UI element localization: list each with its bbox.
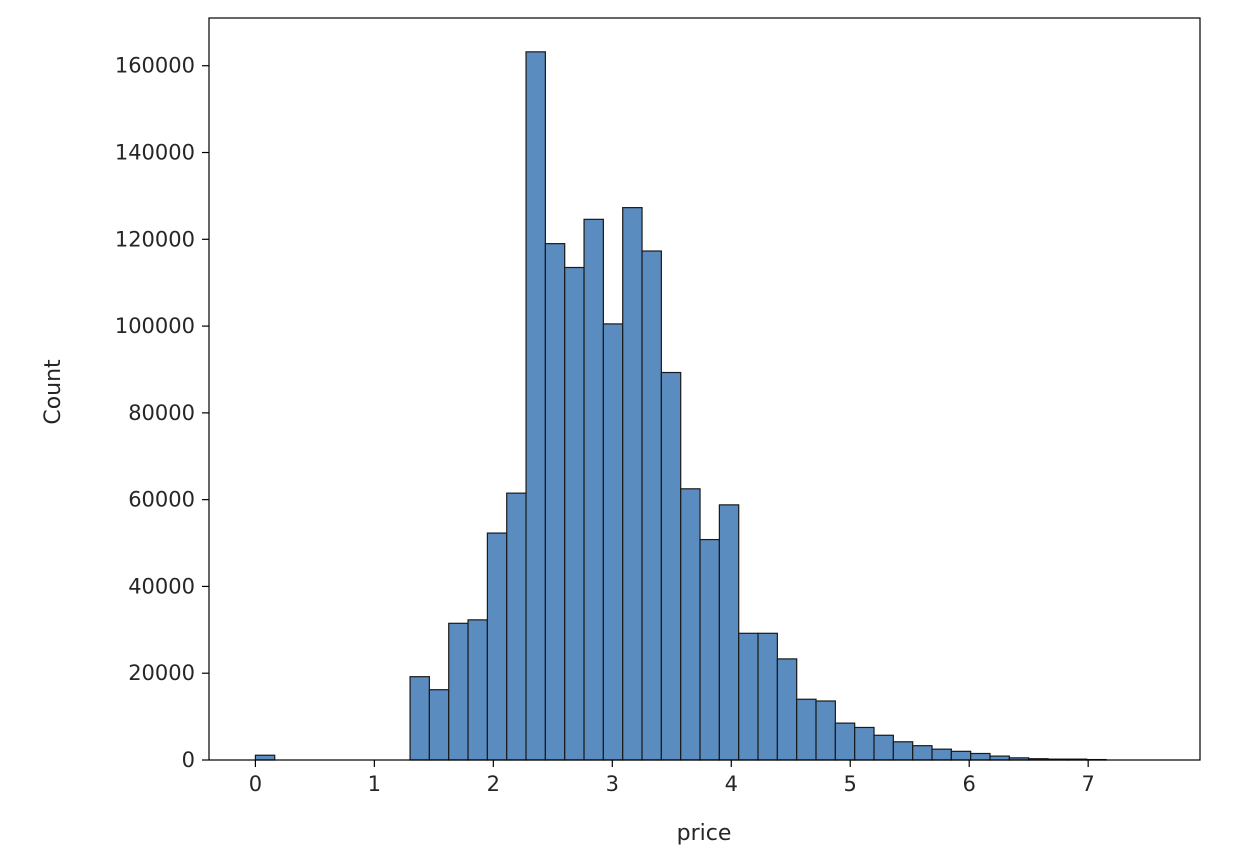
y-tick-label: 20000 [128, 661, 195, 685]
y-tick-label: 140000 [115, 141, 195, 165]
histogram-bar [467, 619, 488, 761]
y-tick-label: 160000 [115, 54, 195, 78]
histogram-bar [718, 504, 740, 761]
y-axis-label: Count [41, 359, 66, 425]
histogram-bar [738, 632, 759, 761]
x-tick-label: 4 [725, 772, 738, 796]
histogram-bar [950, 750, 972, 761]
histogram-bar [544, 243, 566, 761]
y-tick-label: 80000 [128, 401, 195, 425]
histogram-bar [873, 734, 894, 761]
x-tick-label: 2 [487, 772, 500, 796]
histogram-bar [525, 51, 546, 761]
histogram-bar [834, 722, 856, 761]
x-axis-label: price [677, 821, 732, 846]
histogram-bar [448, 622, 469, 761]
histogram-bar [931, 748, 952, 761]
histogram-bar [912, 745, 933, 761]
histogram-bar [699, 538, 720, 761]
y-tick-label: 40000 [128, 574, 195, 598]
x-tick-label: 7 [1081, 772, 1094, 796]
histogram-bar [602, 323, 624, 761]
x-tick-label: 3 [606, 772, 619, 796]
x-tick-label: 5 [844, 772, 857, 796]
histogram-bar [757, 632, 778, 761]
histogram-bar [409, 676, 430, 761]
x-tick-label: 6 [963, 772, 976, 796]
histogram-bar [564, 266, 585, 761]
y-tick-label: 60000 [128, 488, 195, 512]
histogram-bar [428, 689, 450, 761]
histogram-bar [854, 726, 875, 761]
y-tick-label: 0 [182, 748, 195, 772]
histogram-bar [776, 658, 798, 761]
histogram-bar [680, 488, 701, 761]
x-axis: 0 1 2 3 4 5 6 7 [249, 760, 1095, 796]
histogram-bar [506, 492, 527, 761]
histogram-bar [641, 250, 662, 761]
histogram-bar [254, 754, 276, 761]
histogram-bar [486, 532, 508, 761]
y-tick-label: 120000 [115, 227, 195, 251]
histogram-bar [660, 371, 682, 761]
histogram-bar [796, 698, 817, 761]
plot-frame [208, 17, 1201, 761]
histogram-bar [622, 207, 643, 761]
y-axis: 0 20000 40000 60000 80000 100000 120000 140000 1… [115, 54, 209, 772]
x-tick-label: 0 [249, 772, 262, 796]
x-tick-label: 1 [368, 772, 381, 796]
histogram-bar [583, 218, 604, 761]
histogram-bar [815, 700, 836, 761]
histogram-bar [892, 741, 914, 761]
histogram-bar [970, 752, 991, 761]
bars-group [254, 51, 1107, 761]
y-tick-label: 100000 [115, 314, 195, 338]
